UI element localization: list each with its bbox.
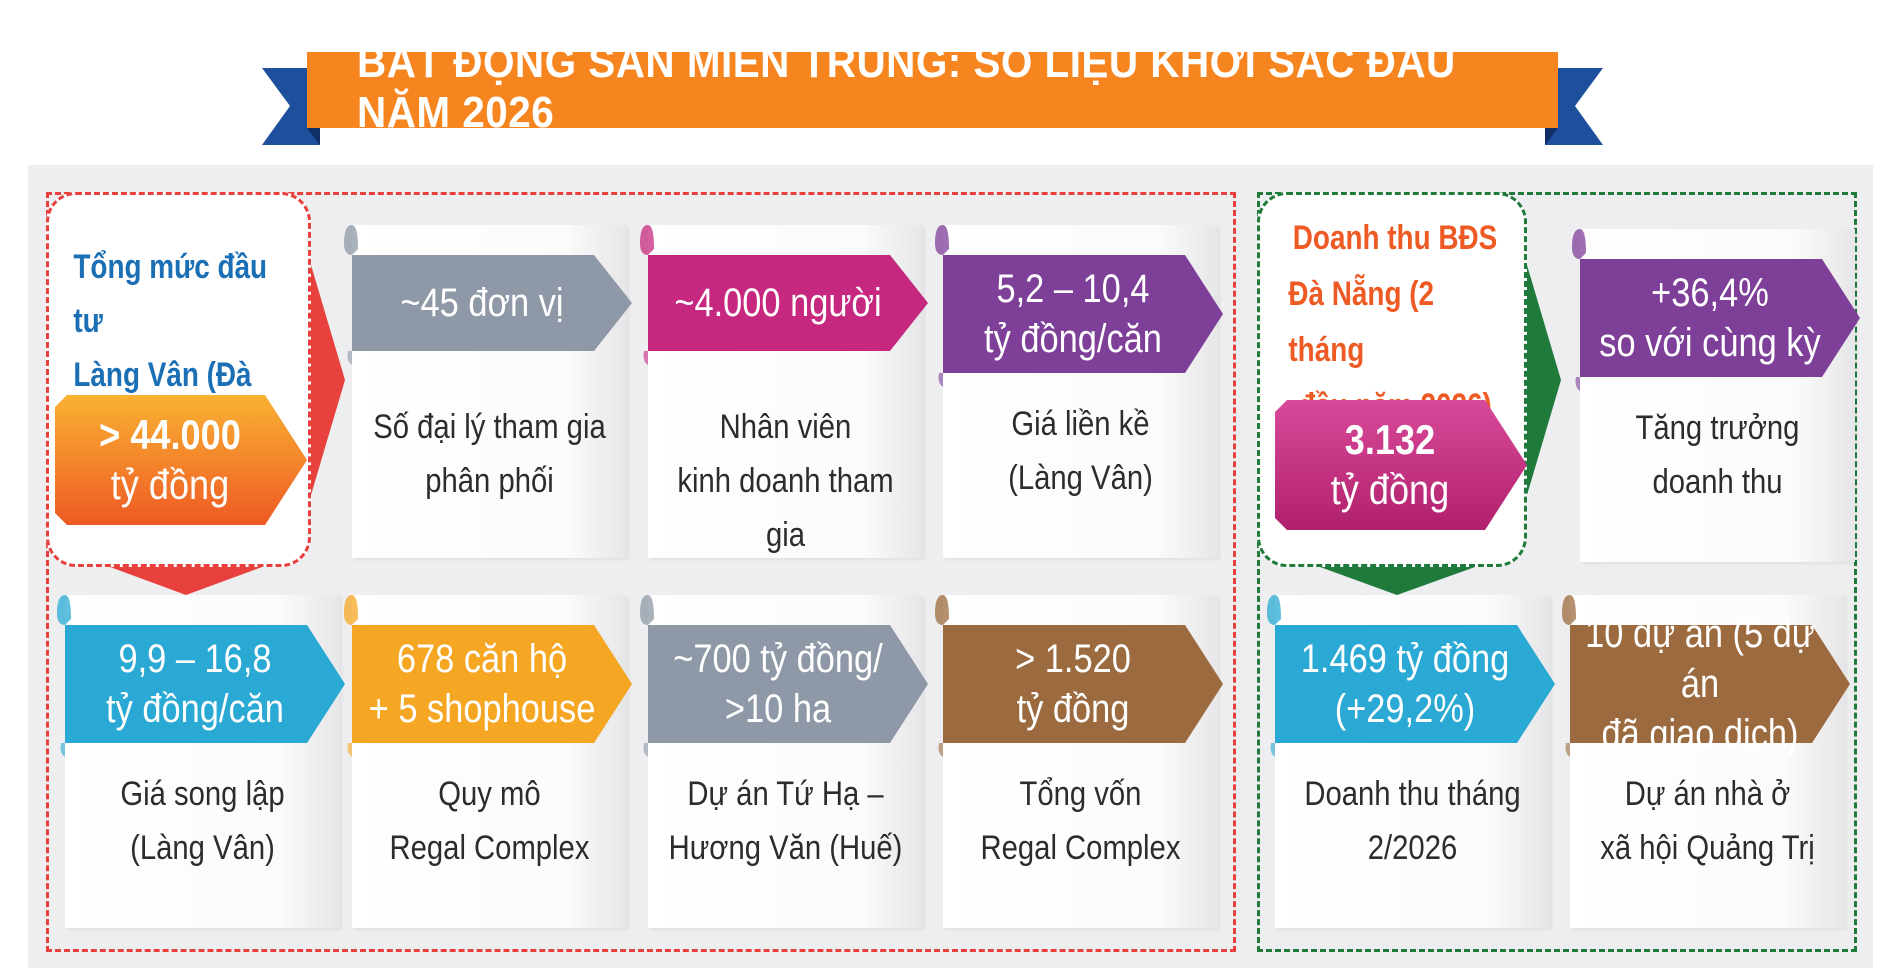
stat-card: ~4.000 người Nhân viên kinh doanh tham gia [640,225,928,558]
card-value-ribbon [640,595,928,757]
card-description: Tổng vốn Regal Complex [980,775,1181,867]
left-down-arrow [110,567,262,595]
right-group-frame [1257,192,1857,952]
right-group-value-ribbon [1275,400,1527,530]
stat-card: +36,4% so với cùng kỳ Tăng trưởng doanh thu [1572,229,1860,562]
card-description: Tăng trưởng doanh thu [1635,409,1800,501]
card-value: > 1.520 tỷ đồng [1015,637,1131,731]
card-value: ~700 tỷ đồng/>10 ha [673,637,883,731]
left-right-arrow [311,265,345,495]
card-description: Dự án Tứ Hạ – Hương Văn (Huế) [668,775,903,867]
stat-card: 10 dự án (5 dự án đã giao dịch) Dự án nhà … [1562,595,1850,928]
card-value-ribbon [640,225,928,365]
stat-card: 9,9 – 16,8 tỷ đồng/căn Giá song lập (Làng V… [57,595,345,928]
stat-card: > 1.520 tỷ đồng Tổng vốn Regal Complex [935,595,1223,928]
stat-card: ~45 đơn vị Số đại lý tham gia phân phối [344,225,632,558]
card-description: Số đại lý tham gia phân phối [373,408,606,500]
banner-ribbon-shape [262,52,1603,145]
stat-card: ~700 tỷ đồng/>10 ha Dự án Tứ Hạ – Hương Vă… [640,595,928,928]
card-value-ribbon [1267,595,1555,757]
card-value: 9,9 – 16,8 tỷ đồng/căn [106,637,284,731]
title-banner: BẤT ĐỘNG SẢN MIỀN TRUNG: SỐ LIỆU KHỞI SẮ… [0,0,1893,160]
card-description: Doanh thu tháng 2/2026 [1304,775,1521,867]
card-value-ribbon [344,595,632,757]
card-value-ribbon [935,225,1223,387]
card-value-ribbon [935,595,1223,757]
card-value: ~45 đơn vị [400,281,564,325]
card-value: 10 dự án (5 dự án đã giao dịch) [1585,612,1815,756]
right-down-arrow [1320,567,1475,595]
stat-card: 678 căn hộ + 5 shophouse Quy mô Regal Compl… [344,595,632,928]
left-group-frame [46,192,1236,952]
card-description: Giá song lập (Làng Vân) [120,775,285,867]
card-value: 678 căn hộ + 5 shophouse [368,637,596,731]
right-right-arrow [1527,265,1561,495]
left-group-value: > 44.000 tỷ đồng [99,411,241,508]
card-value: ~4.000 người [674,281,882,325]
card-value: 5,2 – 10,4 tỷ đồng/căn [984,267,1162,361]
card-description: Nhân viên kinh doanh tham gia [677,408,894,554]
right-group-value: 3.132 tỷ đồng [1330,416,1450,513]
card-value-ribbon [1572,229,1860,391]
stat-card: 1.469 tỷ đồng (+29,2%) Doanh thu tháng 2/20… [1267,595,1555,928]
card-value-ribbon [57,595,345,757]
card-value-ribbon [344,225,632,365]
card-value: 1.469 tỷ đồng (+29,2%) [1300,637,1510,731]
card-value-ribbon [1562,595,1850,757]
stat-card: 5,2 – 10,4 tỷ đồng/căn Giá liền kề (Làng Vâ… [935,225,1223,558]
left-group-value-ribbon [55,395,307,525]
card-description: Dự án nhà ở xã hội Quảng Trị [1600,775,1815,867]
card-value: +36,4% so với cùng kỳ [1599,271,1821,365]
card-description: Quy mô Regal Complex [389,775,590,867]
card-description: Giá liền kề (Làng Vân) [1008,405,1153,497]
